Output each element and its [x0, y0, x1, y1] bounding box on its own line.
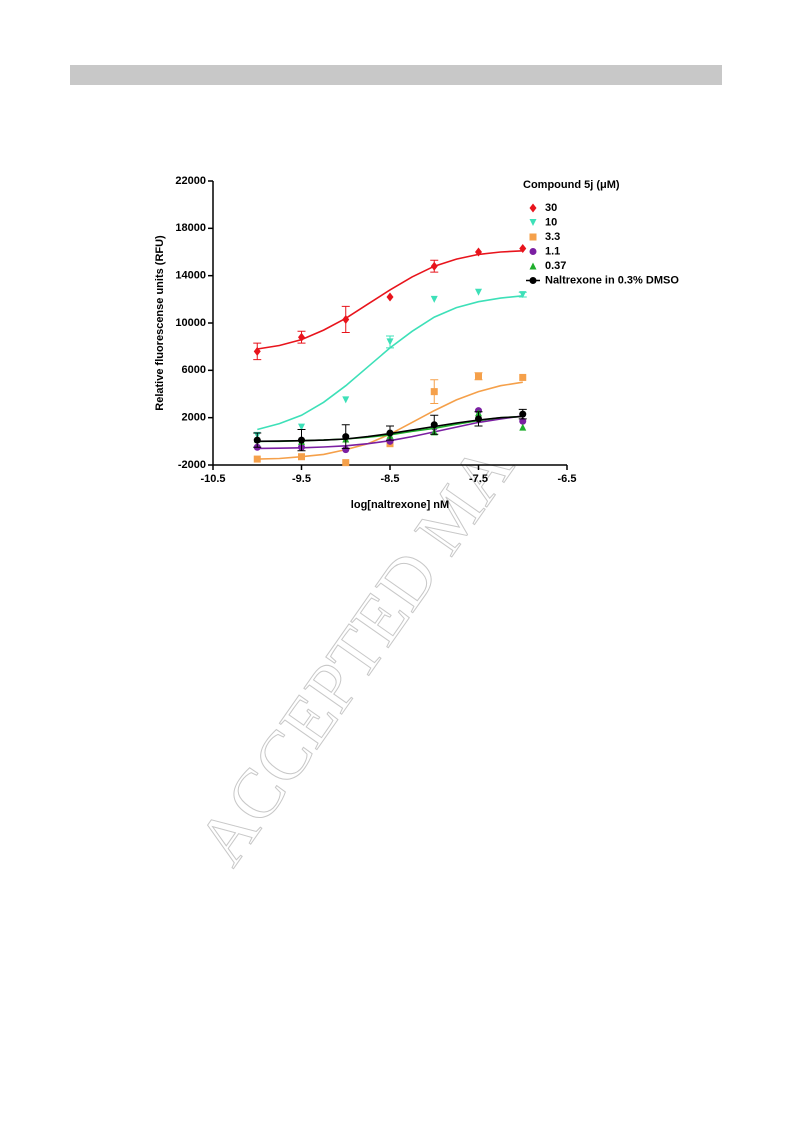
legend-label: 3.3 — [545, 231, 560, 243]
data-point — [475, 372, 482, 380]
data-point — [298, 423, 305, 431]
data-point — [519, 373, 527, 381]
legend-marker — [529, 262, 537, 270]
legend-marker — [529, 277, 537, 284]
data-point — [386, 437, 394, 445]
y-axis-label: Relative fluorescense units (RFU) — [154, 235, 166, 411]
data-point — [298, 332, 305, 342]
y-tick-label: 14000 — [175, 270, 206, 282]
x-tick-label: -10.5 — [200, 473, 225, 485]
data-point — [430, 261, 438, 271]
x-tick-label: -7.5 — [469, 473, 488, 485]
data-point — [386, 292, 394, 302]
legend-marker — [529, 248, 537, 255]
legend-marker — [529, 233, 537, 241]
data-point — [430, 388, 438, 396]
legend-label: 0.37 — [545, 260, 566, 272]
x-tick-label: -6.5 — [558, 473, 577, 485]
data-point — [430, 295, 438, 303]
legend-marker — [529, 203, 537, 213]
data-point — [475, 415, 482, 423]
data-point — [519, 410, 527, 418]
y-tick-label: 22000 — [175, 175, 206, 187]
y-tick-label: 18000 — [175, 222, 206, 234]
data-point — [342, 314, 350, 324]
legend-label: Naltrexone in 0.3% DMSO — [545, 274, 679, 286]
legend-marker — [529, 219, 537, 226]
x-tick-label: -9.5 — [292, 473, 311, 485]
data-point — [342, 459, 350, 467]
data-point — [386, 338, 394, 346]
data-point — [519, 243, 527, 253]
data-point — [342, 433, 350, 441]
data-point — [253, 436, 261, 444]
legend-label: 10 — [545, 216, 557, 228]
fit-curve — [257, 295, 523, 431]
legend-label: 1.1 — [545, 245, 560, 257]
legend-label: 30 — [545, 202, 557, 214]
data-point — [475, 288, 482, 296]
data-point — [519, 417, 527, 425]
data-point — [386, 429, 394, 437]
data-point — [519, 291, 527, 299]
data-point — [475, 247, 482, 257]
data-point — [430, 421, 438, 429]
y-tick-label: 10000 — [175, 317, 206, 329]
data-point — [342, 396, 350, 404]
data-point — [298, 436, 305, 444]
data-point — [253, 455, 261, 463]
data-point — [342, 446, 350, 454]
header-bar — [70, 65, 722, 85]
y-tick-label: 2000 — [182, 412, 206, 424]
data-point — [298, 453, 305, 461]
data-point — [253, 346, 261, 356]
y-tick-label: 6000 — [182, 364, 206, 376]
y-tick-label: -2000 — [178, 459, 206, 471]
data-point — [519, 423, 527, 431]
x-axis-label: log[naltrexone] nM — [351, 499, 449, 511]
x-tick-label: -8.5 — [381, 473, 400, 485]
legend-title: Compound 5j (μM) — [523, 179, 620, 191]
